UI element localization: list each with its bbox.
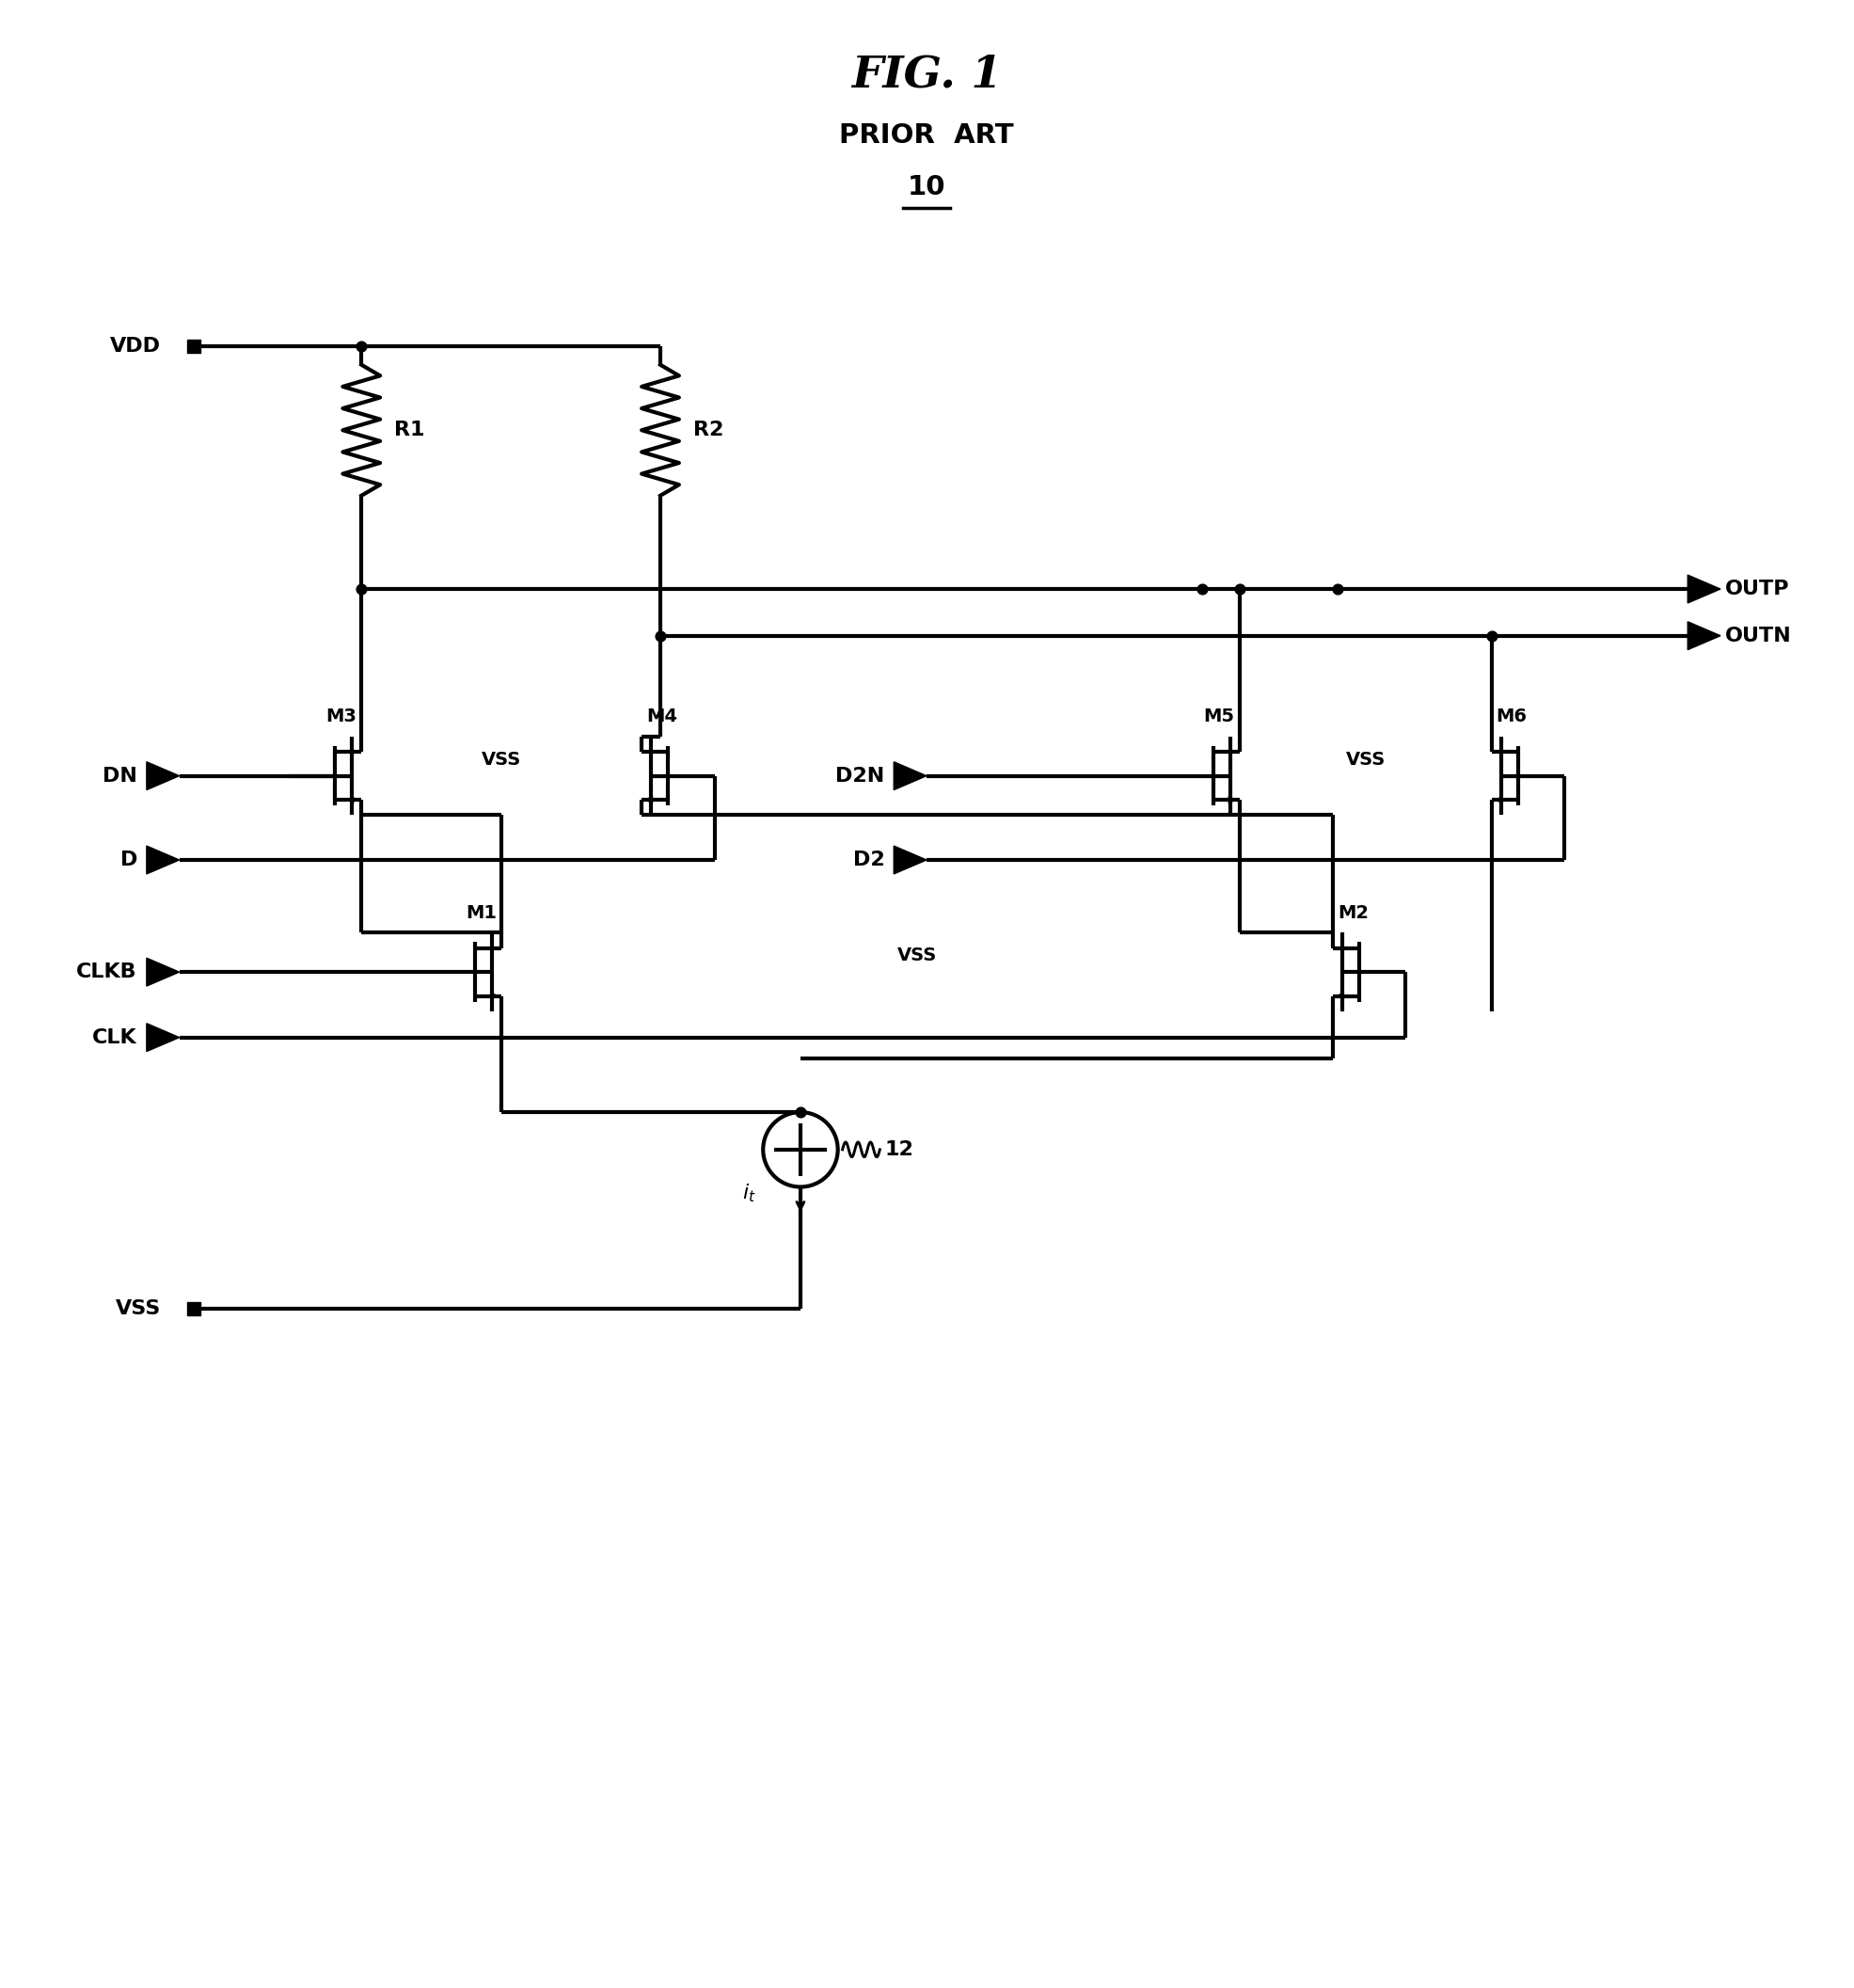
Text: M3: M3 (326, 708, 356, 726)
Polygon shape (1687, 622, 1721, 650)
Point (1322, 573, 1352, 604)
Text: M6: M6 (1496, 708, 1528, 726)
Text: D2N: D2N (836, 767, 884, 785)
Text: FIG. 1: FIG. 1 (851, 54, 1001, 97)
Text: M1: M1 (465, 905, 497, 922)
Text: VSS: VSS (897, 946, 936, 964)
Text: VSS: VSS (1346, 751, 1385, 769)
Text: VDD: VDD (109, 336, 161, 356)
Text: CLKB: CLKB (76, 962, 137, 982)
Text: D2: D2 (853, 851, 884, 869)
Point (347, 330, 376, 362)
Polygon shape (146, 847, 180, 875)
Point (1225, 573, 1255, 604)
Polygon shape (894, 761, 927, 789)
Text: OUTN: OUTN (1724, 626, 1791, 646)
Text: 10: 10 (907, 175, 946, 201)
Text: M4: M4 (647, 708, 677, 726)
Polygon shape (894, 847, 927, 875)
Polygon shape (146, 958, 180, 986)
Text: OUTP: OUTP (1724, 580, 1789, 598)
Text: $i_t$: $i_t$ (742, 1183, 756, 1205)
Point (347, 573, 376, 604)
Polygon shape (146, 1024, 180, 1052)
Point (178, 330, 208, 362)
Polygon shape (146, 761, 180, 789)
Text: DN: DN (102, 767, 137, 785)
Point (178, 1292, 208, 1324)
Text: 12: 12 (884, 1141, 914, 1159)
Text: VSS: VSS (115, 1298, 161, 1318)
Text: M2: M2 (1337, 905, 1368, 922)
Point (1187, 573, 1216, 604)
Point (786, 1095, 816, 1127)
Text: D: D (121, 851, 137, 869)
Text: R2: R2 (693, 421, 723, 439)
Point (1478, 620, 1507, 652)
Point (645, 620, 675, 652)
Text: VSS: VSS (482, 751, 521, 769)
Text: M5: M5 (1203, 708, 1235, 726)
Text: CLK: CLK (93, 1028, 137, 1048)
Polygon shape (1687, 575, 1721, 602)
Text: PRIOR  ART: PRIOR ART (840, 123, 1014, 149)
Text: R1: R1 (395, 421, 425, 439)
